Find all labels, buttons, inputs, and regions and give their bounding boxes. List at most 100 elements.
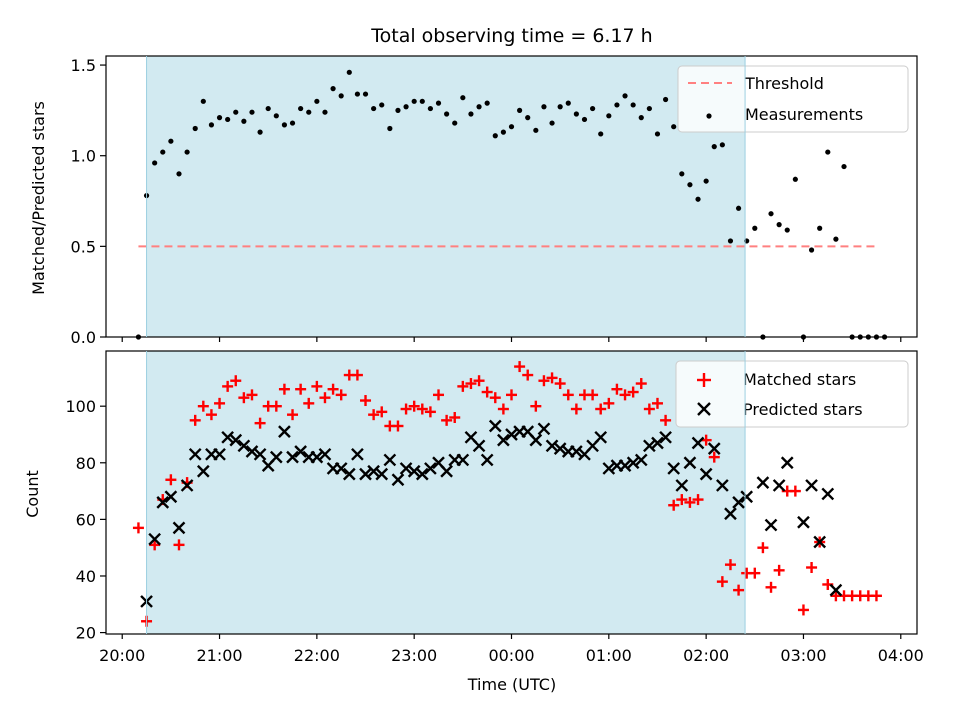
predicted-marker-b <box>805 479 818 492</box>
predicted-star-point <box>278 425 291 439</box>
matched-star-point <box>635 378 647 390</box>
predicted-star-point <box>756 476 770 489</box>
predicted-legend-label: Predicted stars <box>743 400 863 419</box>
matched-star-point <box>481 386 493 398</box>
x-tick-label: 02:00 <box>683 646 729 665</box>
measurements-legend-swatch <box>706 113 712 119</box>
measurement-point <box>727 238 734 244</box>
predicted-star-point <box>707 442 721 455</box>
measurement-point <box>549 120 555 126</box>
predicted-marker-b <box>310 450 324 464</box>
predicted-star-point <box>269 450 283 464</box>
measurement-point <box>517 107 523 113</box>
predicted-star-point <box>716 479 729 492</box>
predicted-star-point <box>342 467 356 481</box>
predicted-marker-b <box>691 436 705 450</box>
measurement-point <box>833 236 839 242</box>
predicted-star-point <box>488 419 502 433</box>
measurement-point <box>614 102 620 108</box>
x-tick-label: 03:00 <box>780 646 826 665</box>
measurement-point <box>484 100 490 106</box>
matched-star-point <box>433 389 445 401</box>
predicted-star-point <box>829 583 843 597</box>
predicted-star-point <box>172 521 186 535</box>
predicted-marker-b <box>675 479 689 492</box>
measurement-point <box>152 160 158 166</box>
matched-star-point <box>546 372 558 384</box>
measurement-point <box>330 86 336 92</box>
predicted-marker-b <box>772 479 786 492</box>
predicted-marker-b <box>634 453 648 467</box>
top-x-ticks <box>121 337 902 342</box>
measurement-point <box>362 91 369 97</box>
matched-star-point <box>643 403 655 415</box>
measurement-point <box>508 124 515 130</box>
predicted-star-point <box>805 479 818 492</box>
predicted-star-point <box>659 430 672 444</box>
predicted-star-point <box>505 428 518 441</box>
measurement-point <box>735 205 742 211</box>
measurements-legend-label: Measurements <box>745 105 863 124</box>
matched-star-point <box>562 389 574 401</box>
predicted-star-point <box>691 436 705 450</box>
top-y-ticks: 0.0 0.5 1.0 1.5 <box>71 56 106 347</box>
predicted-marker-b <box>172 521 186 535</box>
matched-star-point <box>473 375 485 387</box>
measurement-point <box>808 247 815 253</box>
measurement-point <box>525 115 531 121</box>
matched-star-point <box>522 369 534 381</box>
matched-star-point <box>684 496 696 508</box>
predicted-marker-b <box>245 445 259 458</box>
measurement-point <box>160 149 166 155</box>
matched-star-point <box>497 403 509 415</box>
matched-star-point <box>692 494 704 506</box>
measurement-point <box>703 178 709 184</box>
matched-star-point <box>132 522 144 534</box>
measurement-point <box>419 98 425 104</box>
x-axis-label: Time (UTC) <box>467 675 556 694</box>
measurement-point <box>249 109 255 115</box>
measurement-point <box>273 113 279 119</box>
predicted-marker-b <box>342 467 356 481</box>
predicted-marker-b <box>659 430 672 444</box>
predicted-marker-b <box>278 425 291 439</box>
matched-star-point <box>724 559 736 571</box>
measurement-point <box>403 104 409 110</box>
predicted-marker-b <box>480 453 494 467</box>
predicted-marker-b <box>440 464 453 478</box>
matched-star-point <box>806 561 818 573</box>
predicted-star-point <box>164 490 178 504</box>
measurement-point <box>289 120 296 126</box>
matched-star-point <box>400 403 412 415</box>
matched-star-point <box>797 604 809 616</box>
matched-star-point <box>416 403 428 415</box>
matched-star-point <box>587 389 599 401</box>
measurement-point <box>541 104 547 110</box>
predicted-star-point <box>683 456 697 470</box>
top-y-tick-label: 0.0 <box>71 328 96 347</box>
measurement-point <box>622 93 628 99</box>
chart-title: Total observing time = 6.17 h <box>370 25 652 47</box>
x-tick-label: 00:00 <box>488 646 534 665</box>
x-tick-label: 23:00 <box>391 646 437 665</box>
predicted-marker-b <box>707 442 721 455</box>
matched-star-point <box>765 581 777 593</box>
predicted-star-point <box>545 439 559 453</box>
predicted-marker-b <box>829 583 843 597</box>
predicted-marker-b <box>497 433 510 447</box>
predicted-marker-b <box>375 467 389 481</box>
measurement-point <box>679 171 685 177</box>
predicted-marker-b <box>269 450 283 464</box>
predicted-star-point <box>407 464 421 478</box>
matched-star-point <box>676 494 688 506</box>
measurement-point <box>606 113 612 119</box>
matched-star-point <box>789 485 801 497</box>
predicted-star-point <box>318 447 332 461</box>
predicted-star-point <box>634 453 648 467</box>
matched-star-point <box>149 539 161 551</box>
predicted-marker-b <box>643 439 656 453</box>
matched-star-point <box>424 406 436 418</box>
measurement-point <box>646 105 652 112</box>
measurement-point <box>306 109 312 115</box>
